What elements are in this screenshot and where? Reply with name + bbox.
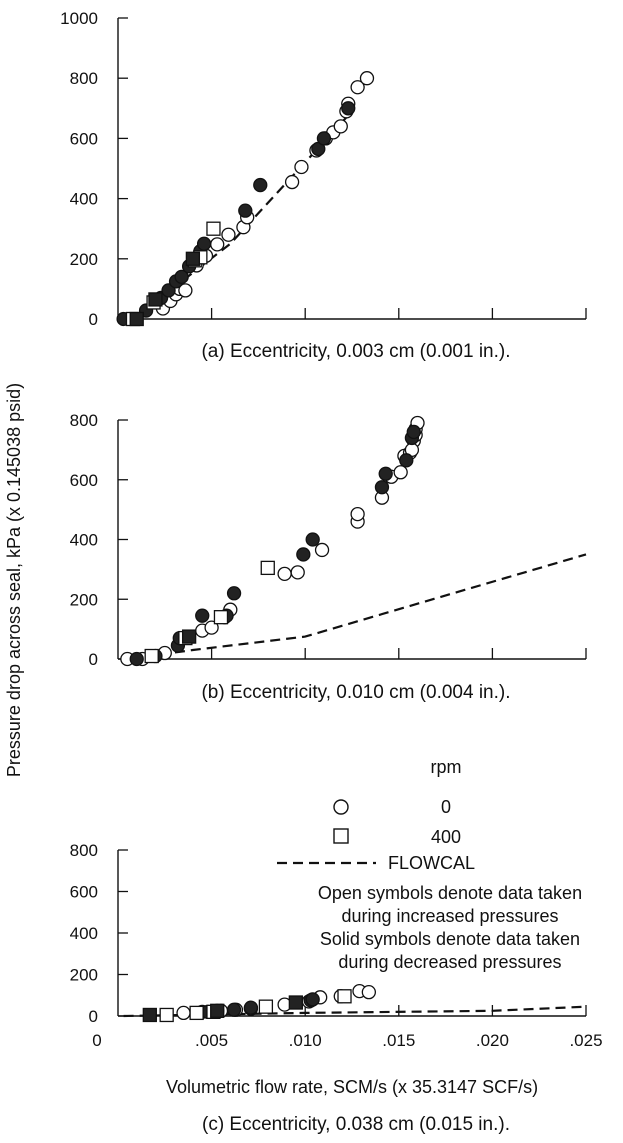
y-tick-label: 800 [70,69,98,88]
data-point-circle-open [284,174,300,190]
y-tick-label: 200 [70,250,98,269]
caption-a: (a) Eccentricity, 0.003 cm (0.001 in.). [201,341,510,362]
x-axis-label: Volumetric flow rate, SCM/s (x 35.3147 S… [166,1077,538,1097]
legend-flowcal-label: FLOWCAL [388,853,475,873]
data-point-square-open [159,1007,174,1023]
data-point-circle-open [221,227,236,242]
data-point-square-open [189,1005,204,1021]
data-point-circle-solid [253,177,268,193]
data-point-circle-open [277,566,292,582]
data-point-circle-open [210,237,225,252]
data-point-circle-solid [238,203,253,218]
data-point-circle-solid [243,1000,259,1015]
panel-a: 0 200 400 600 800 1000 (a) Eccentricity, 0.00… [60,9,587,362]
data-point-circle-open [204,620,219,635]
legend-note-line-3: Solid symbols denote data taken [320,929,580,949]
data-point-circle-open [178,283,193,298]
legend-open-circle-label: 0 [441,797,451,817]
x-tick-label: .005 [195,1031,228,1050]
y-tick-label: 400 [70,924,98,943]
data-point-circle-solid [195,608,210,623]
x-tick-label: .025 [569,1031,602,1050]
legend-open-square-marker [333,828,349,844]
data-point-circle-solid [378,466,393,481]
legend-title: rpm [431,757,462,777]
data-point-square-open [206,221,221,236]
data-point-square-open [260,560,275,576]
legend-open-square-label: 400 [431,827,461,847]
y-tick-label: 0 [89,1007,98,1026]
legend-note-line-2: during increased pressures [341,906,558,926]
data-point-circle-open [333,119,348,134]
data-point-circle-solid [226,1002,242,1017]
y-tick-label: 0 [89,310,98,329]
legend-note-line-4: during decreased pressures [338,952,561,972]
data-point-circle-solid [374,480,390,495]
y-tick-label: 800 [70,411,98,430]
data-point-circle-open [350,80,365,95]
data-point-circle-solid [305,992,320,1007]
data-point-circle-open [314,542,330,558]
data-point-square-open [144,648,159,664]
y-tick-label: 600 [70,471,98,490]
data-point-square-solid [288,995,303,1010]
y-tick-label: 0 [89,650,98,669]
data-point-square-solid [148,292,163,307]
y-tick-label: 800 [70,841,98,860]
data-point-circle-open [361,984,376,1000]
data-point-square-solid [185,251,201,266]
data-point-circle-solid [399,453,414,468]
flowcal-line [123,1005,587,1018]
y-tick-label: 1000 [60,9,98,28]
data-point-circle-solid [161,283,176,298]
legend-open-circle-marker [333,799,349,815]
data-point-circle-solid [341,101,356,116]
panel-b: 0 200 400 600 800 (b) Eccentricity, 0.010 cm… [70,411,587,703]
data-point-circle-open [176,1005,191,1021]
data-point-circle-solid [406,424,421,440]
x-tick-label: 0 [92,1031,101,1050]
data-point-circle-solid [174,269,189,285]
data-point-square-solid [142,1007,157,1023]
data-point-square-solid [129,311,144,327]
x-tick-label: .020 [476,1031,509,1050]
data-point-circle-open [359,71,375,86]
panel-c: 0 200 400 600 800 0 .005 .010 .015 .020 .025 (c) E… [70,841,603,1135]
data-point-circle-solid [196,236,212,251]
data-point-circle-solid [316,131,332,146]
data-point-circle-open [393,465,408,480]
data-point-circle-solid [305,532,320,547]
data-point-circle-solid [296,547,311,562]
legend: rpm 0 400 FLOWCAL Open symbols denote da… [277,757,582,972]
data-point-circle-open [350,506,365,522]
data-point-circle-solid [226,586,242,601]
y-tick-label: 600 [70,883,98,902]
data-point-circle-solid [129,651,144,667]
data-point-circle-open [290,565,305,580]
y-tick-label: 400 [70,531,98,550]
y-tick-label: 200 [70,966,98,985]
caption-c: (c) Eccentricity, 0.038 cm (0.015 in.). [202,1114,510,1135]
legend-note-line-1: Open symbols denote data taken [318,883,582,903]
x-tick-label: .010 [289,1031,322,1050]
y-axis-label: Pressure drop across seal, kPa (x 0.1450… [4,383,24,777]
data-point-square-open [258,999,274,1014]
y-tick-label: 200 [70,590,98,609]
data-point-square-solid [181,629,197,644]
y-tick-label: 600 [70,129,98,148]
data-point-square-open [213,610,229,625]
caption-b: (b) Eccentricity, 0.010 cm (0.004 in.). [201,682,510,703]
data-point-square-open [337,989,352,1004]
data-point-square-solid [210,1003,225,1018]
data-point-circle-open [294,159,309,175]
x-tick-label: .015 [382,1031,415,1050]
y-tick-label: 400 [70,190,98,209]
